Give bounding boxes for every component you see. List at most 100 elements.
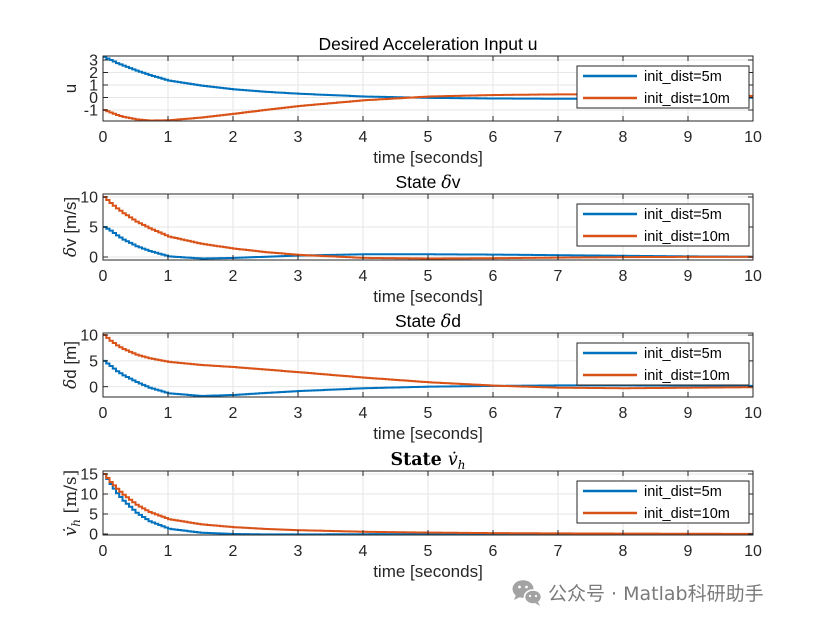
x-tick-label: 0 xyxy=(99,543,108,560)
legend: init_dist=5m init_dist=10m xyxy=(576,342,750,386)
y-axis-label-part: u xyxy=(61,84,80,93)
x-tick-label: 1 xyxy=(164,268,173,285)
y-tick-label: 0 xyxy=(89,527,98,544)
chart-title-part: v̇ xyxy=(448,450,458,470)
chart-title-part: δ xyxy=(441,173,452,193)
x-tick-label: 3 xyxy=(294,543,303,560)
y-axis-label-part: h xyxy=(69,519,83,527)
x-tick-label: 8 xyxy=(619,268,628,285)
y-tick-label: 5 xyxy=(89,220,98,237)
series-line-init-dist-10m xyxy=(103,473,753,535)
legend-label: init_dist=10m xyxy=(644,229,730,245)
y-tick-label: 10 xyxy=(80,487,98,504)
wechat-icon xyxy=(512,580,543,606)
series-group xyxy=(103,473,753,536)
y-tick-label: 10 xyxy=(80,328,98,345)
y-axis-label-part: δ xyxy=(61,379,81,389)
y-tick-label: 0 xyxy=(89,250,98,267)
y-axis-label: v̇h [m/s] xyxy=(61,470,83,537)
x-tick-label: 8 xyxy=(619,129,628,146)
legend-box xyxy=(576,65,750,109)
watermark: 公众号 · Matlab科研助手 xyxy=(512,580,764,606)
x-tick-label: 3 xyxy=(294,129,303,146)
y-tick-label: 0 xyxy=(89,379,98,396)
y-axis-label-part: [m/s] xyxy=(61,470,81,519)
legend-box xyxy=(576,342,750,386)
x-tick-label: 10 xyxy=(744,129,762,146)
y-axis-label: δd [m] xyxy=(61,341,81,389)
x-axis-label: time [seconds] xyxy=(373,562,483,581)
x-tick-label: 4 xyxy=(359,405,368,422)
chart-title-part: v xyxy=(452,172,461,192)
y-tick-label: 15 xyxy=(80,467,98,484)
tick-marks xyxy=(102,56,754,121)
x-axis-label: time [seconds] xyxy=(373,424,483,443)
x-tick-label: 2 xyxy=(229,129,238,146)
series-line-init-dist-10m xyxy=(103,334,753,390)
legend-label: init_dist=10m xyxy=(644,368,730,384)
chart-title: State δd xyxy=(395,311,461,332)
chart-title-part: State xyxy=(391,450,448,470)
x-tick-label: 5 xyxy=(424,543,433,560)
x-tick-label: 6 xyxy=(489,268,498,285)
y-axis-label-part: v [m/s] xyxy=(61,197,80,247)
x-tick-label: 1 xyxy=(164,129,173,146)
legend-label: init_dist=5m xyxy=(644,69,722,85)
x-tick-label: 7 xyxy=(554,543,563,560)
y-tick-label: 5 xyxy=(89,353,98,370)
legend-label: init_dist=5m xyxy=(644,484,722,500)
chart-title: State δv xyxy=(395,172,460,193)
tick-marks xyxy=(102,471,754,535)
x-tick-label: 4 xyxy=(359,129,368,146)
x-tick-label: 0 xyxy=(99,129,108,146)
x-tick-label: 4 xyxy=(359,543,368,560)
y-tick-label: 10 xyxy=(80,190,98,207)
x-tick-label: 5 xyxy=(424,129,433,146)
chart-title-part: Desired Acceleration Input u xyxy=(319,34,538,54)
legend: init_dist=5m init_dist=10m xyxy=(576,65,750,109)
y-axis-label-part: δ xyxy=(61,247,81,257)
y-tick-label: 0 xyxy=(89,90,98,107)
x-tick-label: 2 xyxy=(229,268,238,285)
y-axis-label-part: d [m] xyxy=(61,341,80,379)
watermark-text: 公众号 · Matlab科研助手 xyxy=(548,583,764,605)
legend-box xyxy=(576,480,750,524)
x-tick-label: 2 xyxy=(229,543,238,560)
y-tick-label: -1 xyxy=(84,103,98,120)
x-tick-label: 9 xyxy=(684,268,693,285)
x-tick-label: 2 xyxy=(229,405,238,422)
x-axis-label: time [seconds] xyxy=(373,287,483,306)
chart-title-part: d xyxy=(451,311,461,331)
x-tick-label: 5 xyxy=(424,405,433,422)
x-tick-label: 3 xyxy=(294,268,303,285)
x-tick-label: 10 xyxy=(744,405,762,422)
x-tick-label: 10 xyxy=(744,543,762,560)
y-axis-label: δv [m/s] xyxy=(61,197,81,257)
chart-title: Desired Acceleration Input u xyxy=(319,34,538,54)
legend-label: init_dist=5m xyxy=(644,346,722,362)
y-tick-label: 2 xyxy=(89,65,98,82)
chart-title-part: δ xyxy=(441,312,452,332)
x-tick-label: 6 xyxy=(489,543,498,560)
x-tick-label: 3 xyxy=(294,405,303,422)
y-axis-label: u xyxy=(61,84,80,93)
series-line-init-dist-10m xyxy=(103,196,753,260)
x-tick-label: 1 xyxy=(164,543,173,560)
legend-label: init_dist=5m xyxy=(644,207,722,223)
chart-title-part: h xyxy=(458,458,466,472)
legend-box xyxy=(576,203,750,247)
x-tick-label: 6 xyxy=(489,129,498,146)
x-axis-label: time [seconds] xyxy=(373,148,483,167)
y-tick-label: 1 xyxy=(89,78,98,95)
x-tick-label: 0 xyxy=(99,405,108,422)
x-tick-label: 10 xyxy=(744,268,762,285)
y-axis-label-part: v̇ xyxy=(61,526,81,536)
tick-marks xyxy=(102,333,754,397)
x-tick-label: 4 xyxy=(359,268,368,285)
